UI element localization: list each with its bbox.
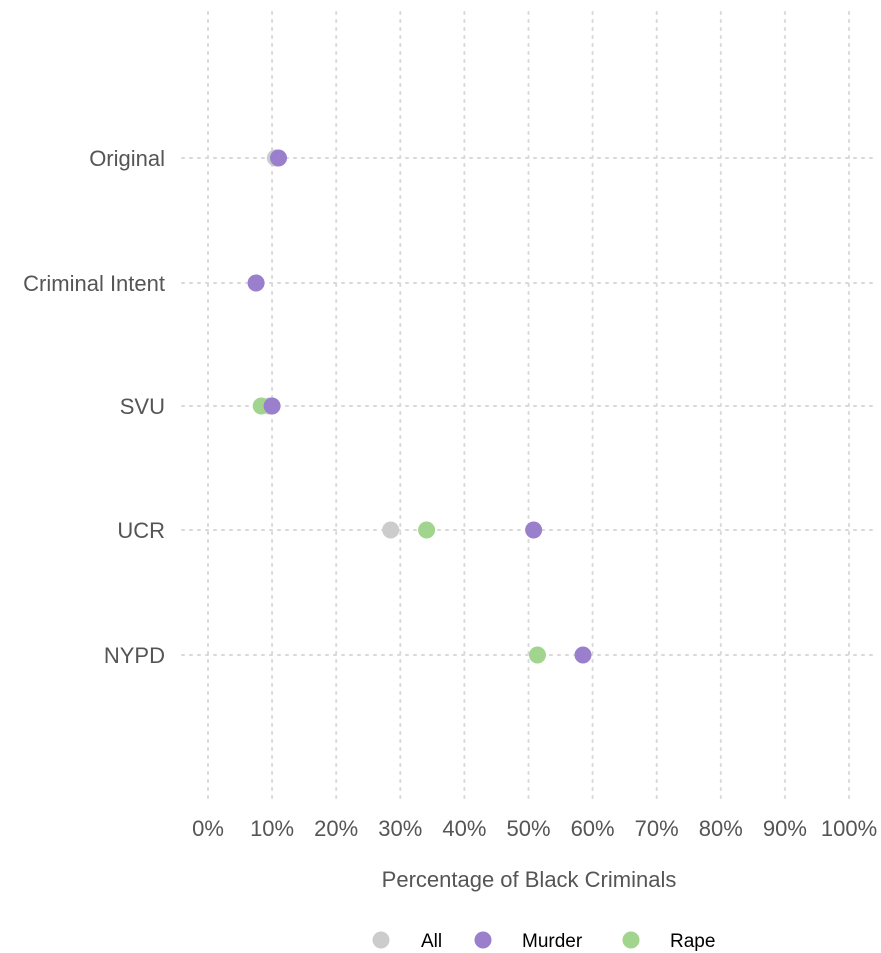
x-tick-label: 80% xyxy=(699,816,743,841)
x-tick-label: 90% xyxy=(763,816,807,841)
gridlines xyxy=(181,11,879,801)
legend-key-rape xyxy=(622,931,640,949)
legend-key-murder xyxy=(474,931,492,949)
y-tick-label: SVU xyxy=(120,394,165,419)
point-murder-criminal-intent xyxy=(247,274,265,292)
point-murder-svu xyxy=(263,397,281,415)
x-tick-label: 30% xyxy=(378,816,422,841)
point-murder-nypd xyxy=(574,646,592,664)
x-tick-label: 50% xyxy=(506,816,550,841)
y-tick-label: UCR xyxy=(117,518,165,543)
point-murder-original xyxy=(270,149,288,167)
point-rape-ucr xyxy=(418,521,436,539)
legend: All Murder Rape xyxy=(372,931,715,952)
x-tick-label: 40% xyxy=(442,816,486,841)
legend-label-murder: Murder xyxy=(522,931,583,952)
x-tick-label: 60% xyxy=(571,816,615,841)
x-axis-title: Percentage of Black Criminals xyxy=(382,867,677,892)
x-tick-label: 100% xyxy=(821,816,877,841)
x-tick-label: 10% xyxy=(250,816,294,841)
legend-key-all xyxy=(372,931,390,949)
x-tick-label: 0% xyxy=(192,816,224,841)
y-tick-label: Original xyxy=(89,146,165,171)
x-tick-label: 70% xyxy=(635,816,679,841)
point-all-ucr xyxy=(382,521,400,539)
data-points xyxy=(247,149,592,664)
point-rape-nypd xyxy=(528,646,546,664)
legend-label-all: All xyxy=(421,931,442,952)
x-tick-label: 20% xyxy=(314,816,358,841)
y-tick-label: Criminal Intent xyxy=(23,271,165,296)
legend-label-rape: Rape xyxy=(670,931,715,952)
x-axis-tick-labels: 0% 10% 20% 30% 40% 50% 60% 70% 80% 90% 100% xyxy=(192,816,877,841)
y-tick-label: NYPD xyxy=(104,643,165,668)
y-axis-labels: Original Criminal Intent SVU UCR NYPD xyxy=(23,146,165,668)
point-murder-ucr xyxy=(525,521,543,539)
